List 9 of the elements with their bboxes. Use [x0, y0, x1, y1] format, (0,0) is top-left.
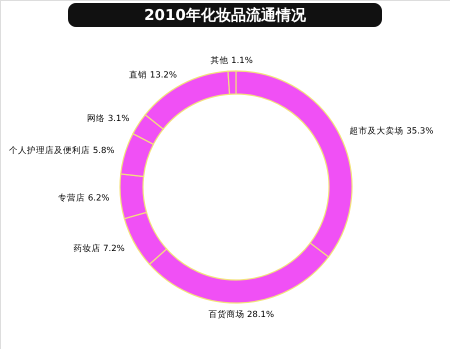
slice-label: 超市及大卖场 35.3%	[350, 125, 434, 136]
slice-label: 网络 3.1%	[87, 112, 130, 124]
slice-label: 百货商场 28.1%	[208, 308, 274, 320]
slice-label: 直销 13.2%	[129, 70, 177, 81]
slice-label: 其他 1.1%	[210, 55, 253, 66]
chart-title: 2010年化妆品流通情况	[144, 6, 307, 24]
slice-label: 药妆店 7.2%	[73, 243, 125, 254]
slice-label: 个人护理店及便利店 5.8%	[9, 145, 114, 156]
slice-label: 专营店 6.2%	[58, 192, 110, 204]
